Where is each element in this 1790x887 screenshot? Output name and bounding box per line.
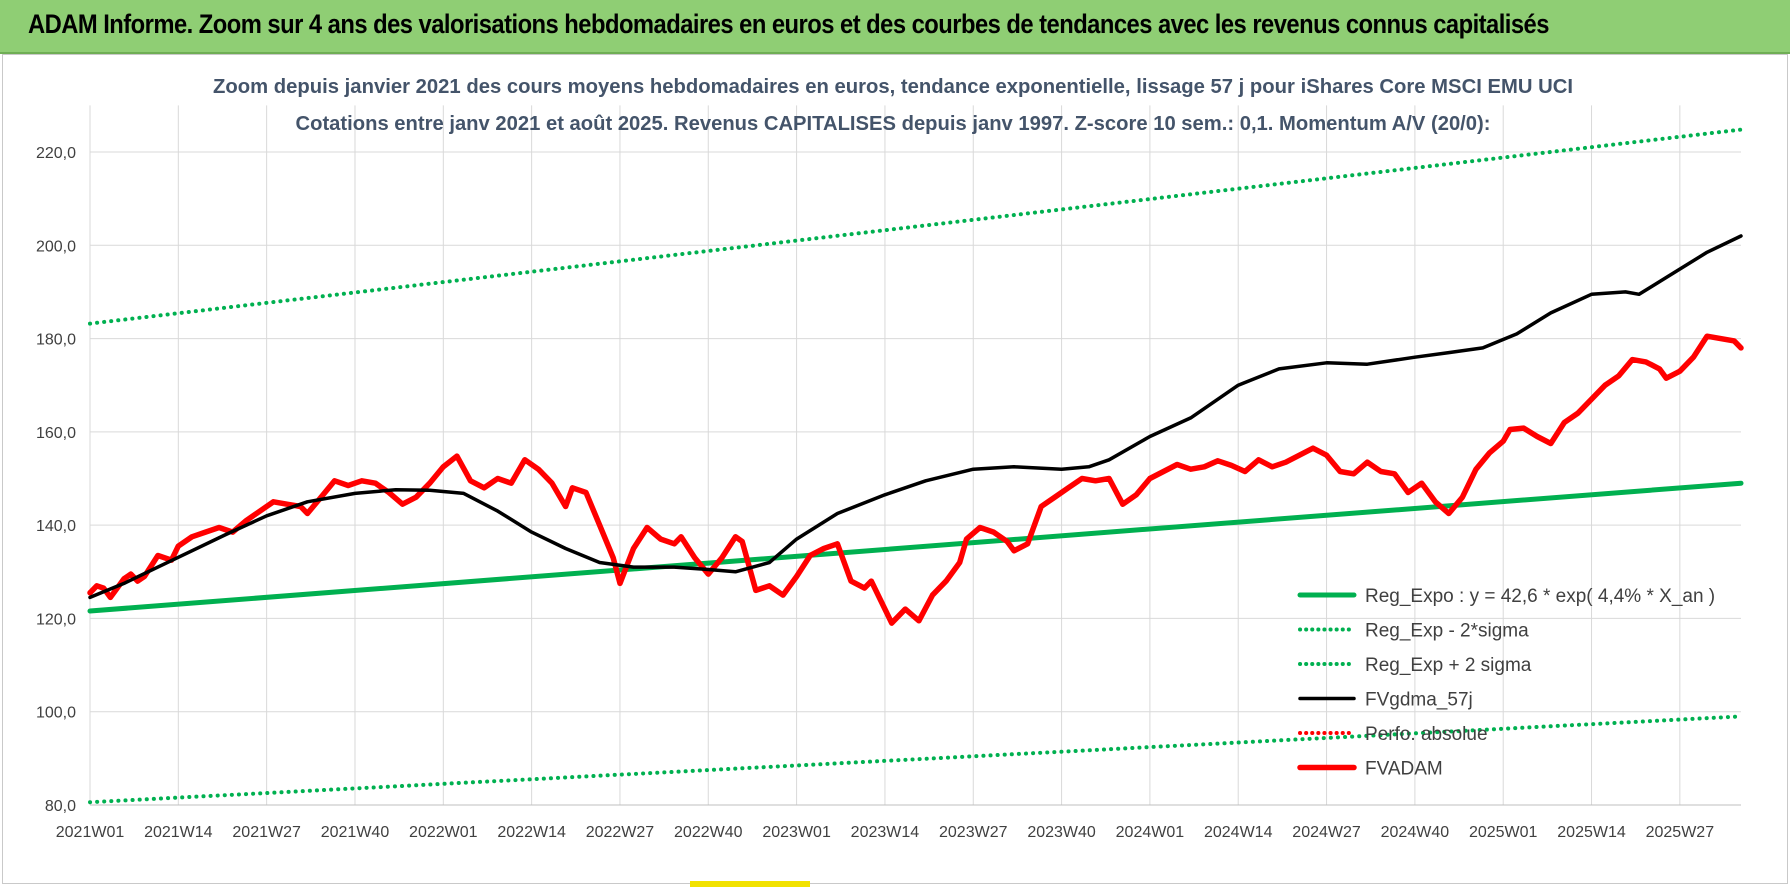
chart-grid bbox=[89, 105, 1741, 806]
x-tick-label: 2023W40 bbox=[1027, 824, 1096, 841]
x-tick-label: 2025W01 bbox=[1469, 824, 1538, 841]
series-line-1 bbox=[88, 714, 1743, 805]
y-tick-label: 100,0 bbox=[36, 705, 76, 722]
x-tick-label: 2023W27 bbox=[939, 824, 1008, 841]
y-tick-label: 220,0 bbox=[36, 145, 76, 162]
x-tick-label: 2022W40 bbox=[674, 824, 743, 841]
header-title: ADAM Informe. Zoom sur 4 ans des valoris… bbox=[28, 9, 1549, 39]
x-tick-label: 2024W01 bbox=[1116, 824, 1185, 841]
y-tick-label: 80,0 bbox=[45, 798, 76, 815]
x-tick-label: 2023W14 bbox=[851, 824, 920, 841]
x-tick-label: 2023W01 bbox=[762, 824, 831, 841]
chart-subtitle: Cotations entre janv 2021 et août 2025. … bbox=[296, 113, 1491, 135]
x-tick-label: 2021W27 bbox=[232, 824, 301, 841]
chart-title: Zoom depuis janvier 2021 des cours moyen… bbox=[213, 76, 1573, 98]
legend-label: Perfo. absolue bbox=[1365, 724, 1488, 745]
y-tick-label: 160,0 bbox=[36, 425, 76, 442]
series-layer bbox=[87, 127, 1744, 805]
series-line-3 bbox=[88, 234, 1743, 600]
series-line-2 bbox=[88, 127, 1743, 326]
x-tick-label: 2025W27 bbox=[1646, 824, 1715, 841]
chart-frame bbox=[2, 54, 1788, 884]
series-line-5 bbox=[87, 333, 1744, 626]
x-tick-label: 2021W01 bbox=[56, 824, 125, 841]
x-tick-label: 2022W01 bbox=[409, 824, 478, 841]
x-tick-label: 2021W14 bbox=[144, 824, 213, 841]
x-tick-label: 2025W14 bbox=[1557, 824, 1626, 841]
x-tick-label: 2024W40 bbox=[1381, 824, 1450, 841]
legend-label: Reg_Exp + 2 sigma bbox=[1365, 655, 1532, 676]
y-tick-label: 120,0 bbox=[36, 611, 76, 628]
legend-label: FVgdma_57j bbox=[1365, 690, 1473, 711]
series-line-0 bbox=[87, 480, 1744, 614]
y-tick-label: 140,0 bbox=[36, 518, 76, 535]
x-tick-label: 2022W27 bbox=[586, 824, 655, 841]
y-tick-label: 180,0 bbox=[36, 332, 76, 349]
header-banner: ADAM Informe. Zoom sur 4 ans des valoris… bbox=[0, 0, 1790, 54]
x-tick-label: 2024W27 bbox=[1292, 824, 1361, 841]
x-tick-label: 2021W40 bbox=[321, 824, 390, 841]
y-axis-labels: 80,0 100,0 120,0 140,0 160,0 180,0 200,0 220,0 bbox=[36, 145, 76, 815]
x-tick-label: 2024W14 bbox=[1204, 824, 1273, 841]
legend: Reg_Expo : y = 42,6 * exp( 4,4% * X_an )… bbox=[1297, 586, 1715, 780]
bottom-marker bbox=[690, 881, 810, 887]
legend-label: Reg_Exp - 2*sigma bbox=[1365, 621, 1529, 642]
x-axis-labels: 2021W01 2021W14 2021W27 2021W40 2022W01 2022W… bbox=[56, 824, 1714, 841]
legend-label: Reg_Expo : y = 42,6 * exp( 4,4% * X_an ) bbox=[1365, 586, 1715, 607]
legend-label: FVADAM bbox=[1365, 759, 1443, 780]
y-tick-label: 200,0 bbox=[36, 238, 76, 255]
x-tick-label: 2022W14 bbox=[497, 824, 566, 841]
